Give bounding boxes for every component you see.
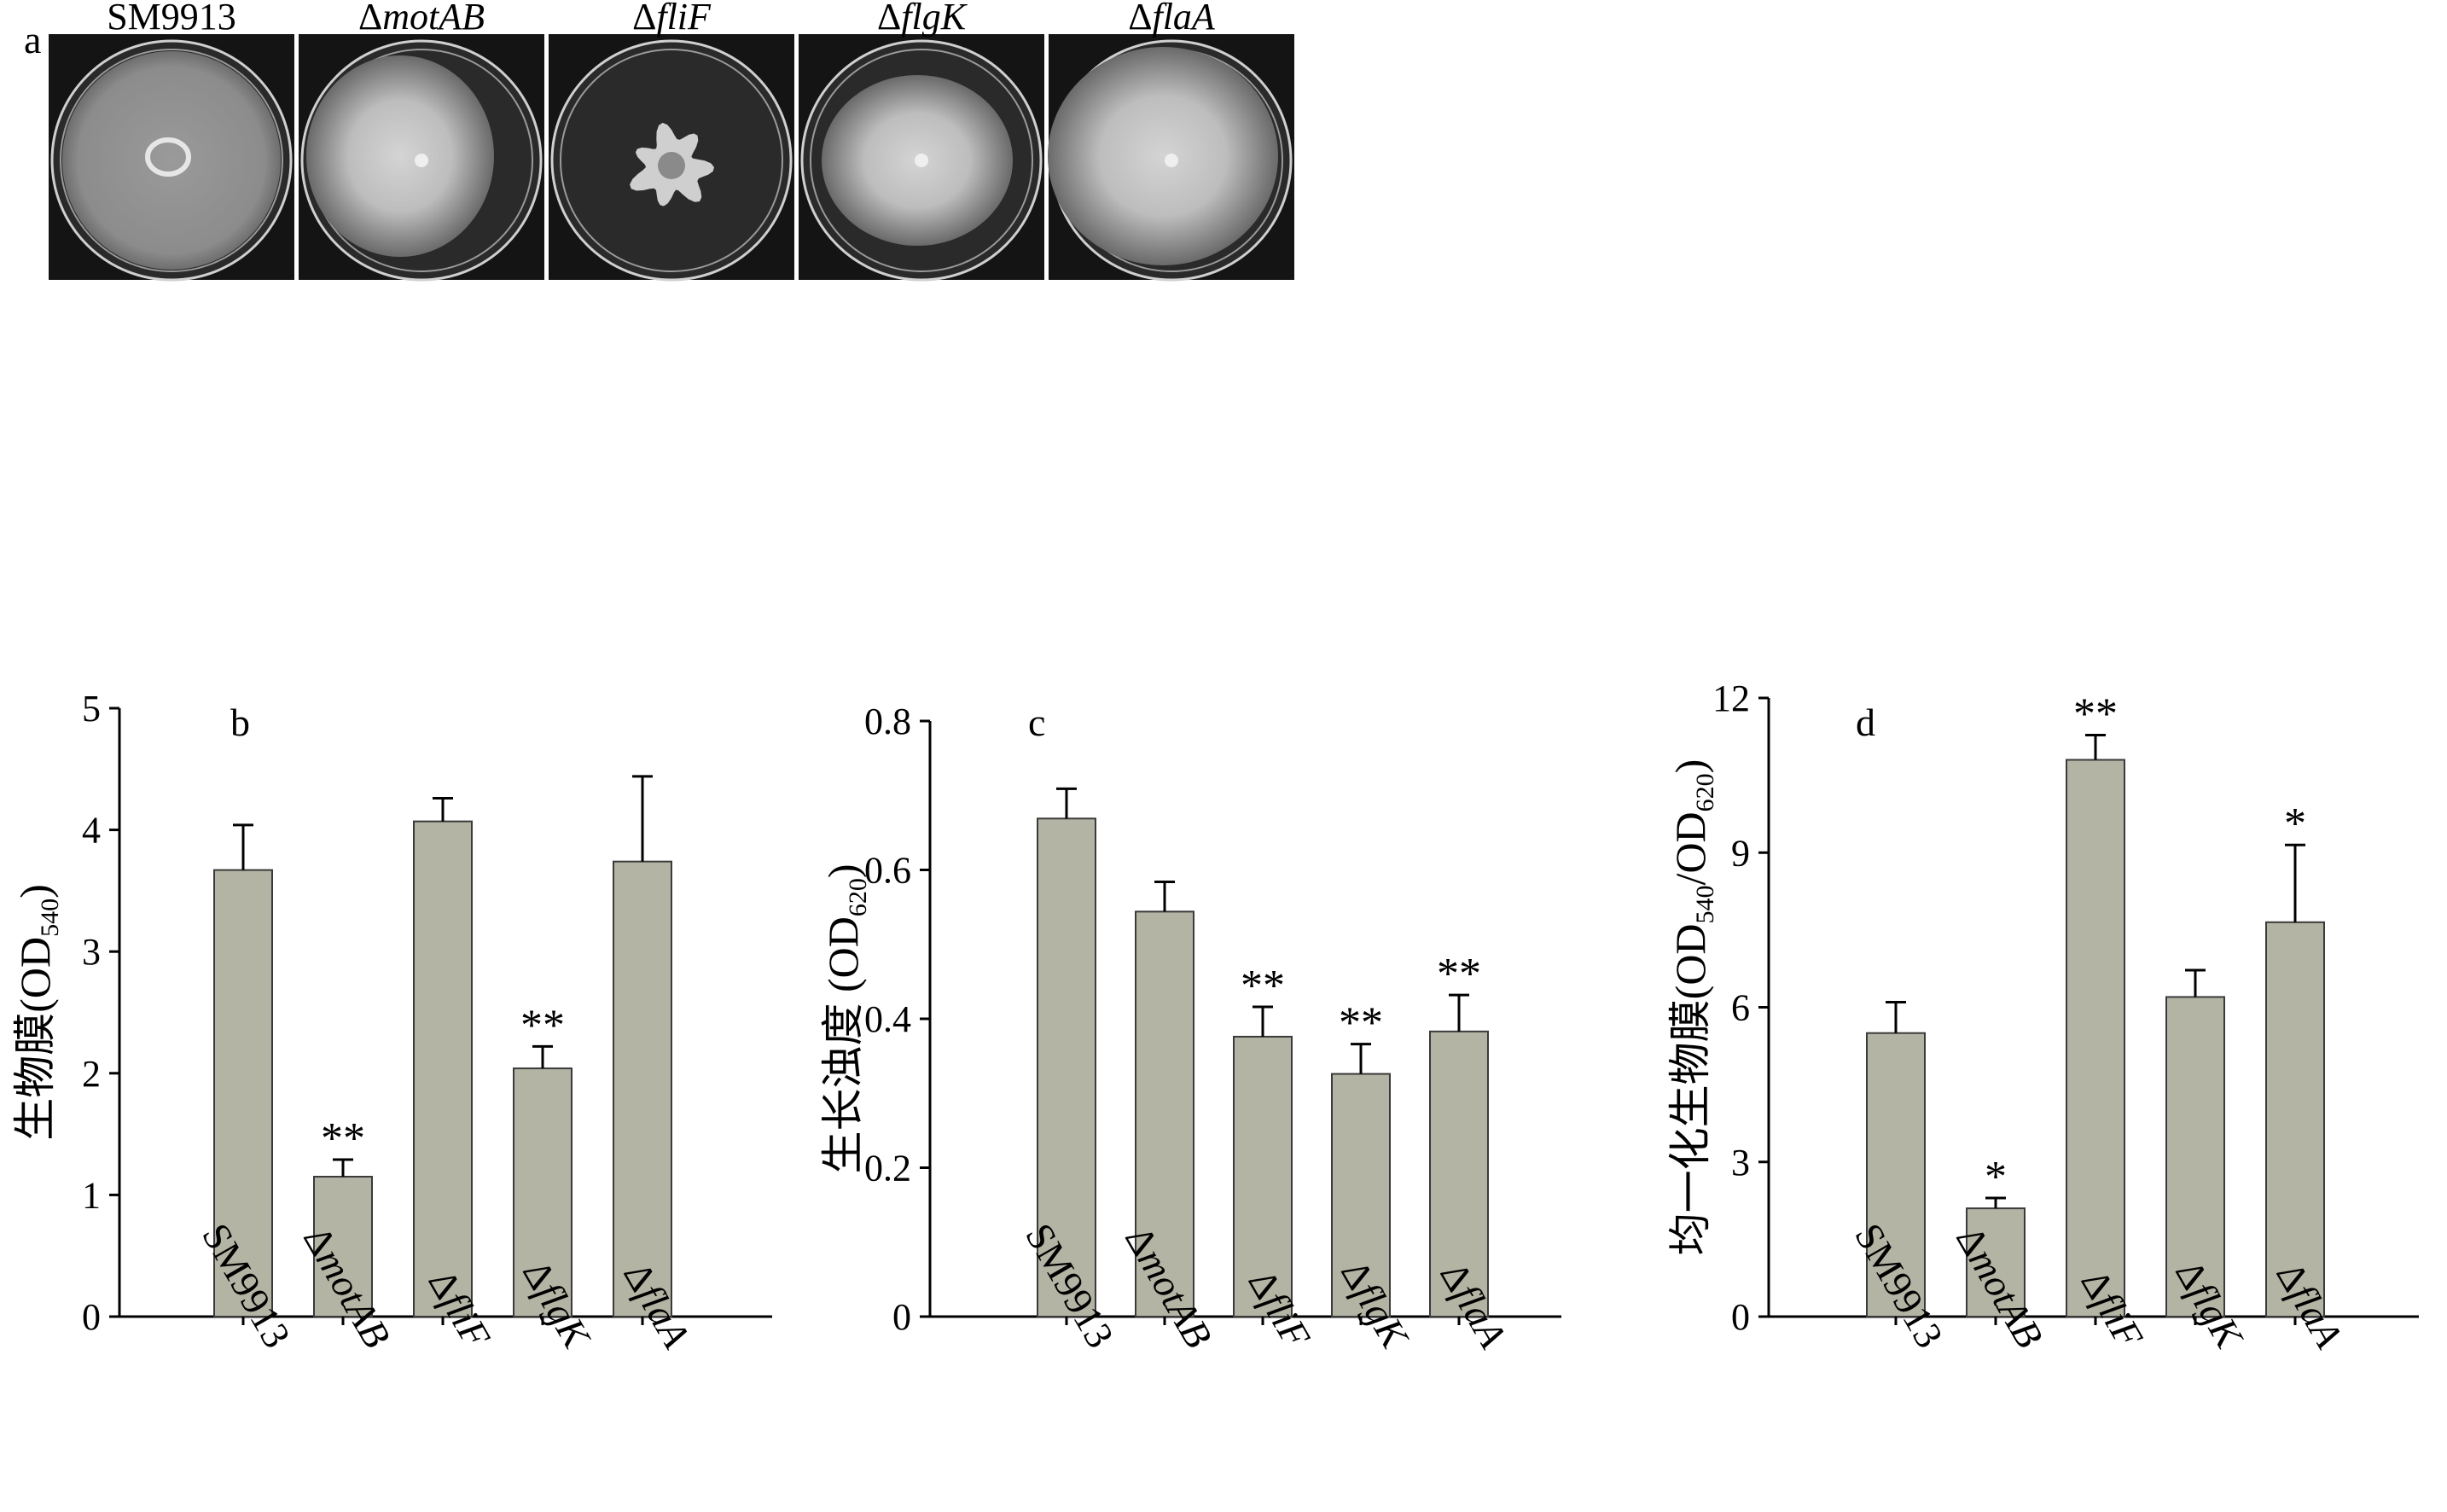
plate-SM9913: SM9913 (49, 0, 294, 282)
y-tick-label: 0 (1731, 1296, 1750, 1338)
y-tick-label: 5 (82, 688, 101, 730)
y-tick-label: 12 (1712, 677, 1750, 719)
plate-label: ΔmotAB (358, 0, 485, 38)
dish-inner-rim (560, 49, 783, 272)
y-tick-label: 0.4 (864, 998, 911, 1040)
significance-mark: ** (520, 1001, 565, 1050)
significance-mark: * (2284, 800, 2306, 848)
plate-label: SM9913 (107, 0, 236, 38)
dish-inner-rim (60, 49, 283, 272)
colony (306, 55, 494, 257)
dish-inner-rim (810, 49, 1033, 272)
significance-mark: * (1985, 1153, 2007, 1201)
swarm-colony (62, 51, 281, 270)
bar (2265, 921, 2325, 1317)
plate-flaA: ΔflaA (1048, 0, 1294, 282)
y-tick-label: 3 (1731, 1142, 1750, 1183)
plate-flgK: ΔflgK (799, 0, 1044, 282)
bar (2165, 996, 2225, 1317)
y-axis-label: 生长浊度 (OD620) (819, 864, 872, 1173)
y-tick-label: 6 (1731, 987, 1750, 1029)
plate-motAB: ΔmotAB (299, 0, 544, 282)
y-tick-label: 3 (82, 931, 101, 973)
significance-mark: ** (2073, 690, 2118, 739)
y-tick-label: 2 (82, 1053, 101, 1095)
inoculation-point (1165, 154, 1178, 167)
y-tick-label: 9 (1731, 832, 1750, 874)
bar (1135, 910, 1194, 1317)
y-tick-label: 0.8 (864, 701, 911, 742)
bar (613, 860, 672, 1317)
y-tick-label: 1 (82, 1174, 101, 1216)
y-tick-label: 0 (82, 1296, 101, 1338)
bar (413, 820, 473, 1317)
inoculation-point (915, 154, 928, 167)
y-axis-label: 生物膜(OD540) (11, 884, 64, 1141)
bar (2066, 759, 2125, 1317)
panel-a-label: a (24, 18, 41, 61)
significance-mark: ** (1241, 962, 1285, 1010)
y-tick-label: 0.2 (864, 1148, 911, 1189)
bar (1866, 1032, 1926, 1318)
colony (1048, 47, 1278, 265)
bar (513, 1067, 573, 1317)
significance-mark: ** (1437, 950, 1481, 998)
bar (1037, 817, 1096, 1317)
chart-d: 036912d均一化生物膜(OD540/OD620)SM9913*ΔmotAB*… (1666, 677, 2419, 1357)
y-tick-label: 4 (82, 810, 101, 852)
inoculation-point (415, 154, 428, 167)
y-tick-label: 0.6 (864, 850, 911, 892)
bar (213, 869, 273, 1317)
significance-mark: ** (1339, 999, 1383, 1048)
plate-label: ΔfliF (632, 0, 712, 38)
inoculation-point (145, 137, 191, 177)
plate-photo-row: SM9913 ΔmotAB ΔfliF ΔflgK ΔflaA (49, 0, 1294, 282)
y-axis-label: 均一化生物膜(OD540/OD620) (1666, 759, 1719, 1256)
colony-center (658, 152, 685, 179)
plate-label: ΔflgK (877, 0, 968, 38)
panel-label: b (230, 701, 250, 744)
y-tick-label: 0 (892, 1296, 911, 1338)
plate-fliF: ΔfliF (549, 0, 794, 282)
significance-mark: ** (321, 1114, 365, 1163)
plate-label: ΔflaA (1128, 0, 1216, 38)
bar (1331, 1073, 1391, 1317)
panel-label: c (1028, 701, 1045, 744)
panel-label: d (1856, 701, 1875, 744)
